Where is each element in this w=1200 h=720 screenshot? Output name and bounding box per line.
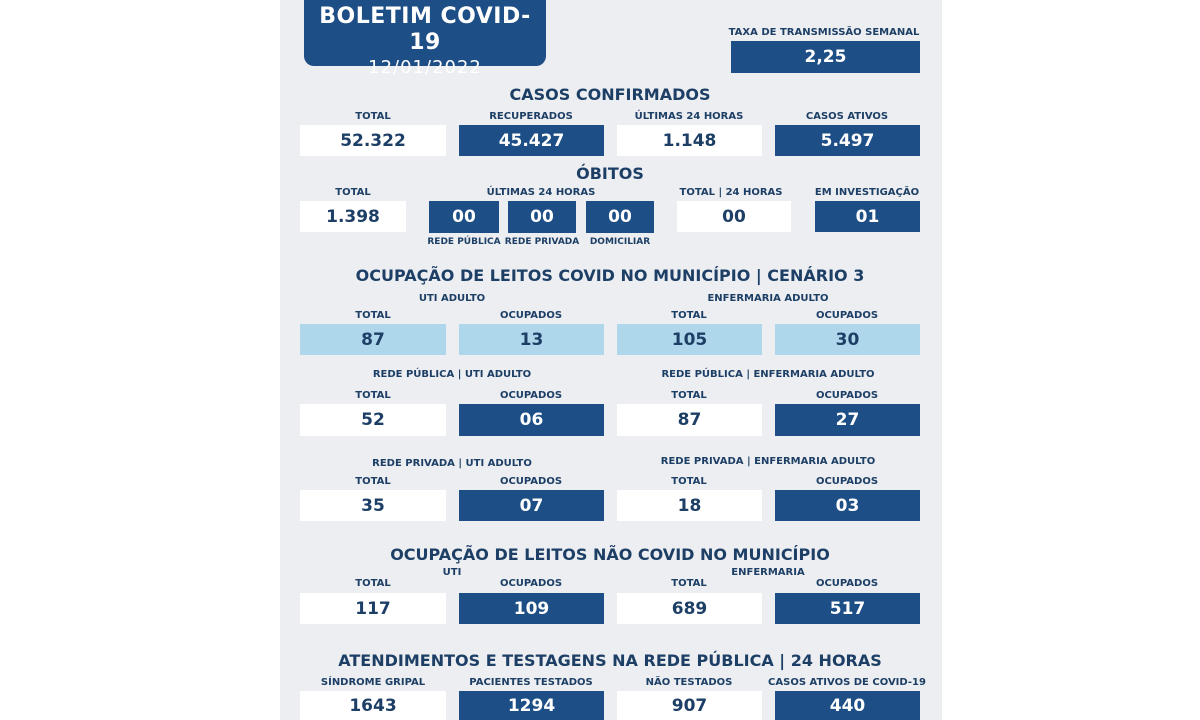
transmission-label: TAXA DE TRANSMISSÃO SEMANAL bbox=[728, 27, 920, 38]
private-uti-occupied-value: 07 bbox=[459, 490, 604, 521]
noncovid-uti-total-label: TOTAL bbox=[355, 578, 391, 589]
covid-uti-occupied-value: 13 bbox=[459, 324, 604, 355]
public-uti-total-label: TOTAL bbox=[355, 390, 391, 401]
public-enf-label: REDE PÚBLICA | ENFERMARIA ADULTO bbox=[661, 369, 875, 380]
deaths-investigation-label: EM INVESTIGAÇÃO bbox=[814, 187, 920, 198]
covid-enf-label: ENFERMARIA ADULTO bbox=[707, 293, 829, 304]
deaths-title: ÓBITOS bbox=[576, 164, 644, 183]
noncovid-uti-total-value: 117 bbox=[300, 593, 446, 624]
not-tested-label: NÃO TESTADOS bbox=[645, 677, 733, 688]
deaths-24h-label: ÚLTIMAS 24 HORAS bbox=[486, 187, 596, 198]
noncovid-uti-occupied-value: 109 bbox=[459, 593, 604, 624]
active-covid-value: 440 bbox=[775, 691, 920, 720]
deaths-investigation-value: 01 bbox=[815, 201, 920, 232]
cases-recovered-label: RECUPERADOS bbox=[489, 111, 573, 122]
public-uti-label: REDE PÚBLICA | UTI ADULTO bbox=[372, 369, 532, 380]
cases-total-value: 52.322 bbox=[300, 125, 446, 156]
covid-uti-total-label: TOTAL bbox=[355, 310, 391, 321]
cases-recovered-value: 45.427 bbox=[459, 125, 604, 156]
deaths-home-label: DOMICILIAR bbox=[589, 237, 651, 247]
cases-total-label: TOTAL bbox=[355, 111, 391, 122]
private-enf-label: REDE PRIVADA | ENFERMARIA ADULTO bbox=[660, 456, 876, 467]
public-enf-occupied-value: 27 bbox=[775, 404, 920, 436]
private-uti-occupied-label: OCUPADOS bbox=[499, 476, 563, 487]
covid-enf-occupied-label: OCUPADOS bbox=[815, 310, 879, 321]
public-enf-occupied-label: OCUPADOS bbox=[815, 390, 879, 401]
flu-syndrome-label: SÍNDROME GRIPAL bbox=[320, 677, 426, 688]
cases-24h-label: ÚLTIMAS 24 HORAS bbox=[634, 111, 744, 122]
public-care-title: ATENDIMENTOS E TESTAGENS NA REDE PÚBLICA… bbox=[338, 651, 882, 670]
noncovid-enf-total-value: 689 bbox=[617, 593, 762, 624]
title-banner: BOLETIM COVID-19 12/01/2022 bbox=[304, 0, 546, 78]
noncovid-beds-title: OCUPAÇÃO DE LEITOS NÃO COVID NO MUNICÍPI… bbox=[390, 545, 830, 564]
transmission-value: 2,25 bbox=[731, 41, 920, 73]
public-enf-total-label: TOTAL bbox=[671, 390, 707, 401]
flu-syndrome-value: 1643 bbox=[300, 691, 446, 720]
not-tested-value: 907 bbox=[617, 691, 762, 720]
cases-active-value: 5.497 bbox=[775, 125, 920, 156]
bulletin-date: 12/01/2022 bbox=[368, 57, 482, 78]
private-uti-total-value: 35 bbox=[300, 490, 446, 521]
covid-uti-total-value: 87 bbox=[300, 324, 446, 355]
deaths-total-value: 1.398 bbox=[300, 201, 406, 232]
deaths-private-label: REDE PRIVADA bbox=[504, 237, 580, 247]
private-enf-total-label: TOTAL bbox=[671, 476, 707, 487]
tested-value: 1294 bbox=[459, 691, 604, 720]
deaths-public-label: REDE PÚBLICA bbox=[427, 237, 501, 247]
covid-uti-label: UTI ADULTO bbox=[418, 293, 486, 304]
cases-active-label: CASOS ATIVOS bbox=[805, 111, 889, 122]
public-uti-total-value: 52 bbox=[300, 404, 446, 436]
deaths-total24-value: 00 bbox=[677, 201, 791, 232]
deaths-total-label: TOTAL bbox=[335, 187, 371, 198]
private-uti-total-label: TOTAL bbox=[355, 476, 391, 487]
private-uti-label: REDE PRIVADA | UTI ADULTO bbox=[372, 458, 532, 469]
noncovid-enf-label: ENFERMARIA bbox=[731, 567, 805, 578]
covid-enf-total-value: 105 bbox=[617, 324, 762, 355]
public-uti-occupied-label: OCUPADOS bbox=[499, 390, 563, 401]
tested-label: PACIENTES TESTADOS bbox=[469, 677, 593, 688]
private-enf-total-value: 18 bbox=[617, 490, 762, 521]
noncovid-uti-label: UTI bbox=[442, 567, 462, 578]
bulletin-title: BOLETIM COVID-19 bbox=[319, 4, 531, 55]
private-enf-occupied-value: 03 bbox=[775, 490, 920, 521]
public-enf-total-value: 87 bbox=[617, 404, 762, 436]
active-covid-label: CASOS ATIVOS DE COVID-19 bbox=[768, 677, 926, 688]
public-uti-occupied-value: 06 bbox=[459, 404, 604, 436]
noncovid-enf-occupied-value: 517 bbox=[775, 593, 920, 624]
noncovid-enf-occupied-label: OCUPADOS bbox=[815, 578, 879, 589]
deaths-public-value: 00 bbox=[429, 201, 499, 233]
covid-uti-occupied-label: OCUPADOS bbox=[499, 310, 563, 321]
cases-24h-value: 1.148 bbox=[617, 125, 762, 156]
deaths-private-value: 00 bbox=[508, 201, 576, 233]
private-enf-occupied-label: OCUPADOS bbox=[815, 476, 879, 487]
covid-beds-title: OCUPAÇÃO DE LEITOS COVID NO MUNICÍPIO | … bbox=[355, 266, 865, 285]
covid-enf-total-label: TOTAL bbox=[671, 310, 707, 321]
cases-title: CASOS CONFIRMADOS bbox=[509, 85, 711, 104]
noncovid-enf-total-label: TOTAL bbox=[671, 578, 707, 589]
noncovid-uti-occupied-label: OCUPADOS bbox=[499, 578, 563, 589]
covid-enf-occupied-value: 30 bbox=[775, 324, 920, 355]
deaths-total24-label: TOTAL | 24 HORAS bbox=[679, 187, 783, 198]
deaths-home-value: 00 bbox=[586, 201, 654, 233]
